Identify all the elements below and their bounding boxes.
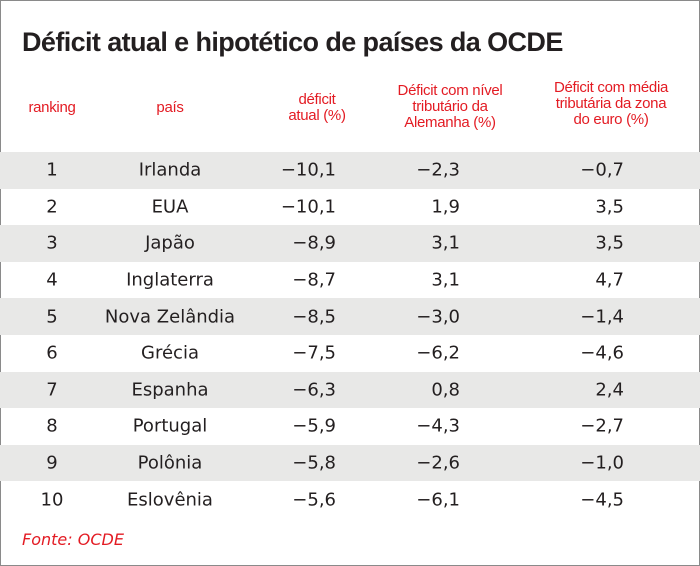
table-row: 6 Grécia −7,5 −6,2 −4,6 (0, 335, 700, 372)
rank-cell: 10 (40, 489, 64, 511)
country-cell: Polônia (137, 452, 203, 474)
eurozone-deficit-cell: −2,7 (580, 415, 624, 437)
country-cell: EUA (151, 196, 189, 218)
country-cell: Eslovênia (127, 489, 213, 511)
header-germany-line: Déficit com nível (397, 82, 503, 99)
header-current-line: déficit (298, 91, 336, 108)
country-cell: Portugal (132, 415, 208, 437)
table-row: 9 Polônia −5,8 −2,6 −1,0 (0, 444, 700, 482)
country-cell: Espanha (131, 379, 209, 401)
table-row: 5 Nova Zelândia −8,5 −3,0 −1,4 (0, 298, 700, 335)
germany-deficit-cell: 3,1 (431, 269, 460, 291)
current-deficit-cell: −5,6 (292, 489, 336, 511)
eurozone-deficit-cell: 4,7 (595, 269, 624, 291)
germany-deficit-cell: −2,3 (416, 159, 460, 181)
current-deficit-cell: −5,9 (292, 415, 336, 437)
rank-cell: 5 (46, 306, 58, 328)
eurozone-deficit-cell: −4,6 (580, 342, 624, 364)
header-country: país (140, 100, 200, 116)
rank-cell: 2 (46, 196, 58, 218)
header-eurozone-line: Déficit com média (553, 79, 669, 96)
header-eurozone-deficit: Déficit com média tributária da zona do … (536, 80, 686, 128)
eurozone-deficit-cell: 3,5 (595, 232, 624, 254)
current-deficit-cell: −7,5 (292, 342, 336, 364)
header-current-line: atual (%) (288, 107, 346, 124)
header-germany-line: tributário da (412, 98, 488, 115)
germany-deficit-cell: −6,1 (416, 489, 460, 511)
table-row: 4 Inglaterra −8,7 3,1 4,7 (0, 262, 700, 299)
header-country-label: país (156, 99, 184, 116)
header-eurozone-line: do euro (%) (573, 111, 649, 128)
header-eurozone-line: tributária da zona (555, 95, 667, 112)
table-row: 8 Portugal −5,9 −4,3 −2,7 (0, 408, 700, 445)
germany-deficit-cell: 0,8 (431, 379, 460, 401)
current-deficit-cell: −6,3 (292, 379, 336, 401)
germany-deficit-cell: 1,9 (431, 196, 460, 218)
current-deficit-cell: −8,7 (292, 269, 336, 291)
table-row: 2 EUA −10,1 1,9 3,5 (0, 189, 700, 226)
country-cell: Nova Zelândia (104, 306, 236, 328)
eurozone-deficit-cell: 2,4 (595, 379, 624, 401)
table-row: 7 Espanha −6,3 0,8 2,4 (0, 371, 700, 409)
germany-deficit-cell: −4,3 (416, 415, 460, 437)
eurozone-deficit-cell: −1,4 (580, 306, 624, 328)
rank-cell: 8 (46, 415, 58, 437)
country-cell: Japão (145, 232, 195, 254)
eurozone-deficit-cell: −0,7 (580, 159, 624, 181)
eurozone-deficit-cell: −4,5 (580, 489, 624, 511)
rank-cell: 3 (46, 232, 58, 254)
table-row: 10 Eslovênia −5,6 −6,1 −4,5 (0, 481, 700, 518)
germany-deficit-cell: −2,6 (416, 452, 460, 474)
country-cell: Irlanda (138, 159, 202, 181)
eurozone-deficit-cell: −1,0 (580, 452, 624, 474)
country-cell: Grécia (141, 342, 199, 364)
rank-cell: 9 (46, 452, 58, 474)
header-ranking-label: ranking (28, 99, 76, 116)
source-note: Fonte: OCDE (22, 530, 124, 549)
current-deficit-cell: −8,5 (292, 306, 336, 328)
current-deficit-cell: −8,9 (292, 232, 336, 254)
current-deficit-cell: −10,1 (280, 196, 336, 218)
germany-deficit-cell: −6,2 (416, 342, 460, 364)
germany-deficit-cell: −3,0 (416, 306, 460, 328)
current-deficit-cell: −5,8 (292, 452, 336, 474)
rank-cell: 6 (46, 342, 58, 364)
header-germany-line: Alemanha (%) (404, 114, 496, 131)
current-deficit-cell: −10,1 (280, 159, 336, 181)
rank-cell: 4 (46, 269, 58, 291)
country-cell: Inglaterra (126, 269, 214, 291)
eurozone-deficit-cell: 3,5 (595, 196, 624, 218)
chart-title: Déficit atual e hipotético de países da … (22, 27, 563, 57)
rank-cell: 7 (46, 379, 58, 401)
germany-deficit-cell: 3,1 (431, 232, 460, 254)
header-current-deficit: déficit atual (%) (262, 92, 372, 124)
rank-cell: 1 (46, 159, 58, 181)
header-ranking: ranking (20, 100, 84, 116)
table-row: 1 Irlanda −10,1 −2,3 −0,7 (0, 152, 700, 189)
table-row: 3 Japão −8,9 3,1 3,5 (0, 225, 700, 262)
table-body: 1 Irlanda −10,1 −2,3 −0,7 2 EUA −10,1 1,… (0, 152, 700, 518)
header-germany-deficit: Déficit com nível tributário da Alemanha… (380, 83, 520, 131)
